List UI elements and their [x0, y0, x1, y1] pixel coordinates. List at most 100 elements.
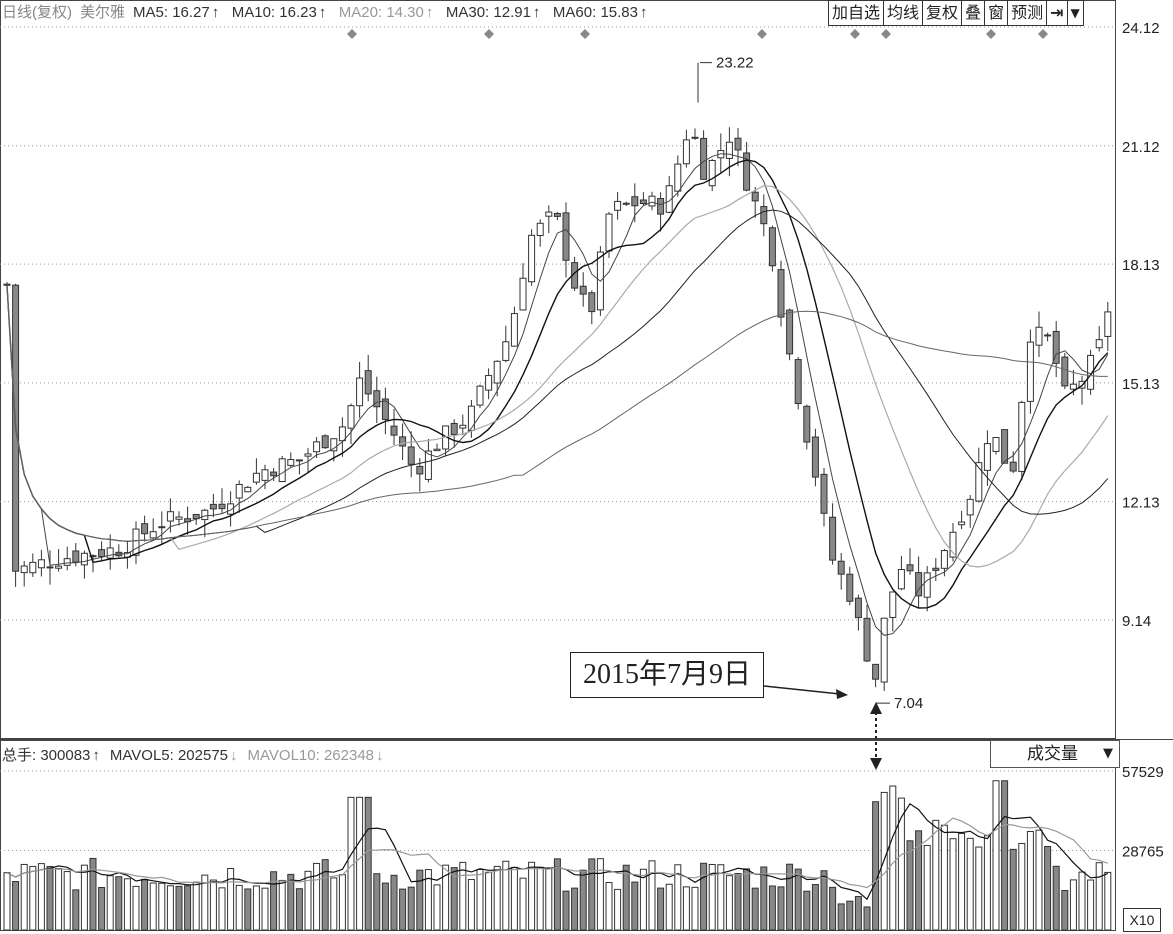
volume-bar	[20, 863, 28, 931]
volume-bar	[485, 871, 493, 931]
volume-bar	[811, 884, 819, 931]
candle-body	[863, 617, 871, 662]
down-arrow-icon: ↓	[230, 747, 238, 764]
volume-bar	[433, 884, 441, 931]
candle-body	[674, 163, 682, 192]
volume-bar	[166, 885, 174, 931]
price-tick-label: 21.12	[1122, 139, 1160, 156]
candle-body	[416, 465, 424, 475]
candle-body	[743, 152, 751, 191]
candle-body	[459, 424, 467, 429]
volume-bar	[141, 878, 149, 931]
candle-body	[89, 555, 97, 558]
volume-indicator-select[interactable]: 成交量 ▼	[990, 740, 1120, 768]
volume-bar	[1104, 871, 1112, 931]
candle-body	[1026, 341, 1034, 402]
candle-body	[562, 212, 570, 261]
candle-body	[201, 509, 209, 521]
up-arrow-icon: ↑	[319, 4, 327, 21]
candle-body	[476, 385, 484, 406]
event-marker-icon	[484, 29, 494, 39]
annotation-arrow	[763, 685, 841, 695]
ma-legend-1: MA10: 16.23	[232, 4, 317, 21]
volume-bar	[700, 862, 708, 931]
up-arrow-icon: ↑	[212, 4, 220, 21]
up-arrow-icon: ↑	[92, 747, 100, 764]
candle-body	[287, 459, 295, 466]
candle-body	[958, 521, 966, 526]
volume-bar	[72, 889, 80, 931]
volume-bar	[373, 873, 381, 931]
volume-bar	[476, 868, 484, 931]
volume-bar	[958, 832, 966, 931]
volume-bar	[261, 887, 269, 931]
ma60-line	[6, 285, 1108, 542]
candle-body	[347, 405, 355, 429]
candle-body	[1095, 339, 1103, 349]
ma5-line	[6, 153, 1109, 636]
candle-body	[923, 572, 931, 598]
moving-average-button[interactable]: 均线	[884, 0, 924, 26]
volume-bar	[1052, 865, 1060, 931]
candle-body	[639, 199, 647, 205]
candle-body	[493, 360, 501, 384]
candle-body	[949, 531, 957, 558]
volume-bar	[863, 906, 871, 931]
candle-body	[373, 390, 381, 408]
volume-bar	[794, 868, 802, 931]
volume-bar	[846, 900, 854, 931]
candle-body	[399, 436, 407, 447]
candle-body	[734, 137, 742, 151]
volume-bar	[571, 887, 579, 931]
candle-body	[725, 141, 733, 159]
window-button[interactable]: 窗	[985, 0, 1009, 26]
candle-body	[321, 435, 329, 449]
overlay-button[interactable]: 叠	[962, 0, 986, 26]
candle-body	[502, 341, 510, 361]
volume-bar	[648, 860, 656, 931]
candle-body	[209, 503, 217, 510]
volume-bar	[493, 865, 501, 931]
volume-bar	[3, 872, 11, 931]
volume-bar	[407, 886, 415, 931]
dropdown-arrow-icon[interactable]: ▼	[1067, 0, 1084, 26]
candle-body	[407, 446, 415, 465]
volume-bar	[416, 869, 424, 931]
volume-bar	[184, 885, 192, 931]
volume-bar	[98, 887, 106, 931]
volume-bar	[364, 796, 372, 931]
volume-bar	[665, 883, 673, 931]
volume-bar	[691, 886, 699, 931]
volume-bar	[614, 888, 622, 931]
up-arrow-icon: ↑	[533, 4, 541, 21]
candle-body	[553, 212, 561, 217]
event-marker-icon	[580, 29, 590, 39]
candle-body	[829, 516, 837, 561]
candle-body	[846, 573, 854, 602]
volume-bar	[1069, 879, 1077, 931]
candle-body	[235, 483, 243, 499]
volume-bar	[777, 886, 785, 931]
volume-bar	[390, 874, 398, 931]
jump-to-end-icon[interactable]: ⇥	[1047, 0, 1068, 26]
candle-body	[80, 552, 88, 566]
stock-name: 美尔雅	[80, 4, 125, 21]
volume-bar	[528, 861, 536, 931]
adjust-rights-button[interactable]: 复权	[923, 0, 963, 26]
volume-bar	[674, 864, 682, 931]
volume-bar	[450, 867, 458, 931]
price-tick-label: 24.12	[1122, 20, 1160, 37]
volume-bar	[287, 873, 295, 931]
candle-body	[691, 136, 699, 139]
mavol5-label: MAVOL5: 202575	[110, 747, 228, 764]
forecast-button[interactable]: 预测	[1008, 0, 1048, 26]
ma-legend-4: MA60: 15.83	[553, 4, 638, 21]
volume-bar	[725, 875, 733, 931]
candle-body	[106, 547, 114, 559]
annotation-arrow-head	[836, 689, 848, 699]
candle-body	[1069, 383, 1077, 390]
high-price-label: 23.22	[716, 55, 754, 72]
candle-body	[261, 469, 269, 481]
candle-body	[794, 359, 802, 405]
add-watchlist-button[interactable]: 加自选	[828, 0, 885, 26]
